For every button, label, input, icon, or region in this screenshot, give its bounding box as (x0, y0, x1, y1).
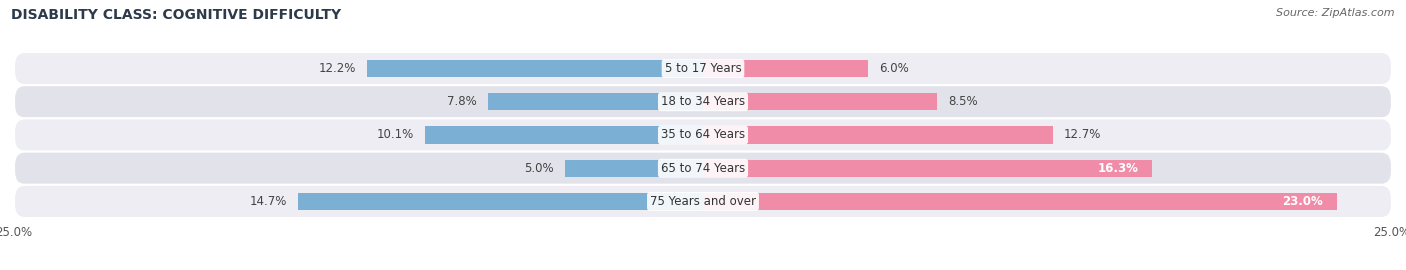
Bar (367, 60, 703, 77)
Text: 65 to 74 Years: 65 to 74 Years (661, 162, 745, 175)
Bar (703, 60, 869, 77)
Text: DISABILITY CLASS: COGNITIVE DIFFICULTY: DISABILITY CLASS: COGNITIVE DIFFICULTY (11, 8, 342, 22)
FancyBboxPatch shape (14, 52, 1392, 85)
FancyBboxPatch shape (14, 85, 1392, 118)
Text: 35 to 64 Years: 35 to 64 Years (661, 129, 745, 141)
Text: 12.2%: 12.2% (318, 62, 356, 75)
Bar (425, 126, 703, 144)
Text: 75 Years and over: 75 Years and over (650, 195, 756, 208)
Text: 18 to 34 Years: 18 to 34 Years (661, 95, 745, 108)
Bar (703, 193, 1337, 210)
Bar (488, 93, 703, 110)
FancyBboxPatch shape (14, 118, 1392, 152)
Text: 16.3%: 16.3% (1098, 162, 1139, 175)
Bar (703, 160, 1152, 177)
Text: 5.0%: 5.0% (524, 162, 554, 175)
Text: 10.1%: 10.1% (377, 129, 413, 141)
Text: 12.7%: 12.7% (1064, 129, 1101, 141)
FancyBboxPatch shape (14, 185, 1392, 218)
FancyBboxPatch shape (14, 152, 1392, 185)
Text: Source: ZipAtlas.com: Source: ZipAtlas.com (1277, 8, 1395, 18)
Text: 8.5%: 8.5% (948, 95, 979, 108)
Bar (298, 193, 703, 210)
Bar (565, 160, 703, 177)
Text: 23.0%: 23.0% (1282, 195, 1323, 208)
Bar (703, 93, 938, 110)
Text: 6.0%: 6.0% (879, 62, 910, 75)
Text: 14.7%: 14.7% (249, 195, 287, 208)
Bar (703, 126, 1053, 144)
Text: 5 to 17 Years: 5 to 17 Years (665, 62, 741, 75)
Text: 7.8%: 7.8% (447, 95, 477, 108)
